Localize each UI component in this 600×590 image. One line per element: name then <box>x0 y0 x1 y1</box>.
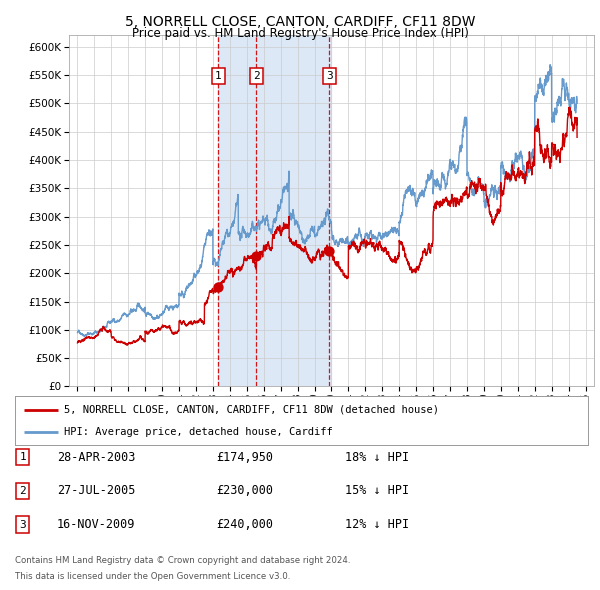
Text: 3: 3 <box>326 71 333 81</box>
Text: 2: 2 <box>19 486 26 496</box>
Text: 16-NOV-2009: 16-NOV-2009 <box>57 518 136 531</box>
Point <box>325 246 334 255</box>
Point <box>251 251 261 261</box>
Text: HPI: Average price, detached house, Cardiff: HPI: Average price, detached house, Card… <box>64 427 332 437</box>
Bar <box>218 35 331 386</box>
Text: 15% ↓ HPI: 15% ↓ HPI <box>345 484 409 497</box>
Point <box>214 283 223 292</box>
Text: 1: 1 <box>215 71 222 81</box>
Text: 2: 2 <box>253 71 260 81</box>
Text: 27-JUL-2005: 27-JUL-2005 <box>57 484 136 497</box>
Text: Price paid vs. HM Land Registry's House Price Index (HPI): Price paid vs. HM Land Registry's House … <box>131 27 469 40</box>
Text: £174,950: £174,950 <box>216 451 273 464</box>
Text: Contains HM Land Registry data © Crown copyright and database right 2024.: Contains HM Land Registry data © Crown c… <box>15 556 350 565</box>
Text: This data is licensed under the Open Government Licence v3.0.: This data is licensed under the Open Gov… <box>15 572 290 581</box>
Text: £240,000: £240,000 <box>216 518 273 531</box>
Text: 5, NORRELL CLOSE, CANTON, CARDIFF, CF11 8DW: 5, NORRELL CLOSE, CANTON, CARDIFF, CF11 … <box>125 15 475 30</box>
Text: 28-APR-2003: 28-APR-2003 <box>57 451 136 464</box>
Text: 1: 1 <box>19 453 26 462</box>
Text: £230,000: £230,000 <box>216 484 273 497</box>
Text: 5, NORRELL CLOSE, CANTON, CARDIFF, CF11 8DW (detached house): 5, NORRELL CLOSE, CANTON, CARDIFF, CF11 … <box>64 405 439 415</box>
Text: 3: 3 <box>19 520 26 529</box>
Text: 12% ↓ HPI: 12% ↓ HPI <box>345 518 409 531</box>
Text: 18% ↓ HPI: 18% ↓ HPI <box>345 451 409 464</box>
